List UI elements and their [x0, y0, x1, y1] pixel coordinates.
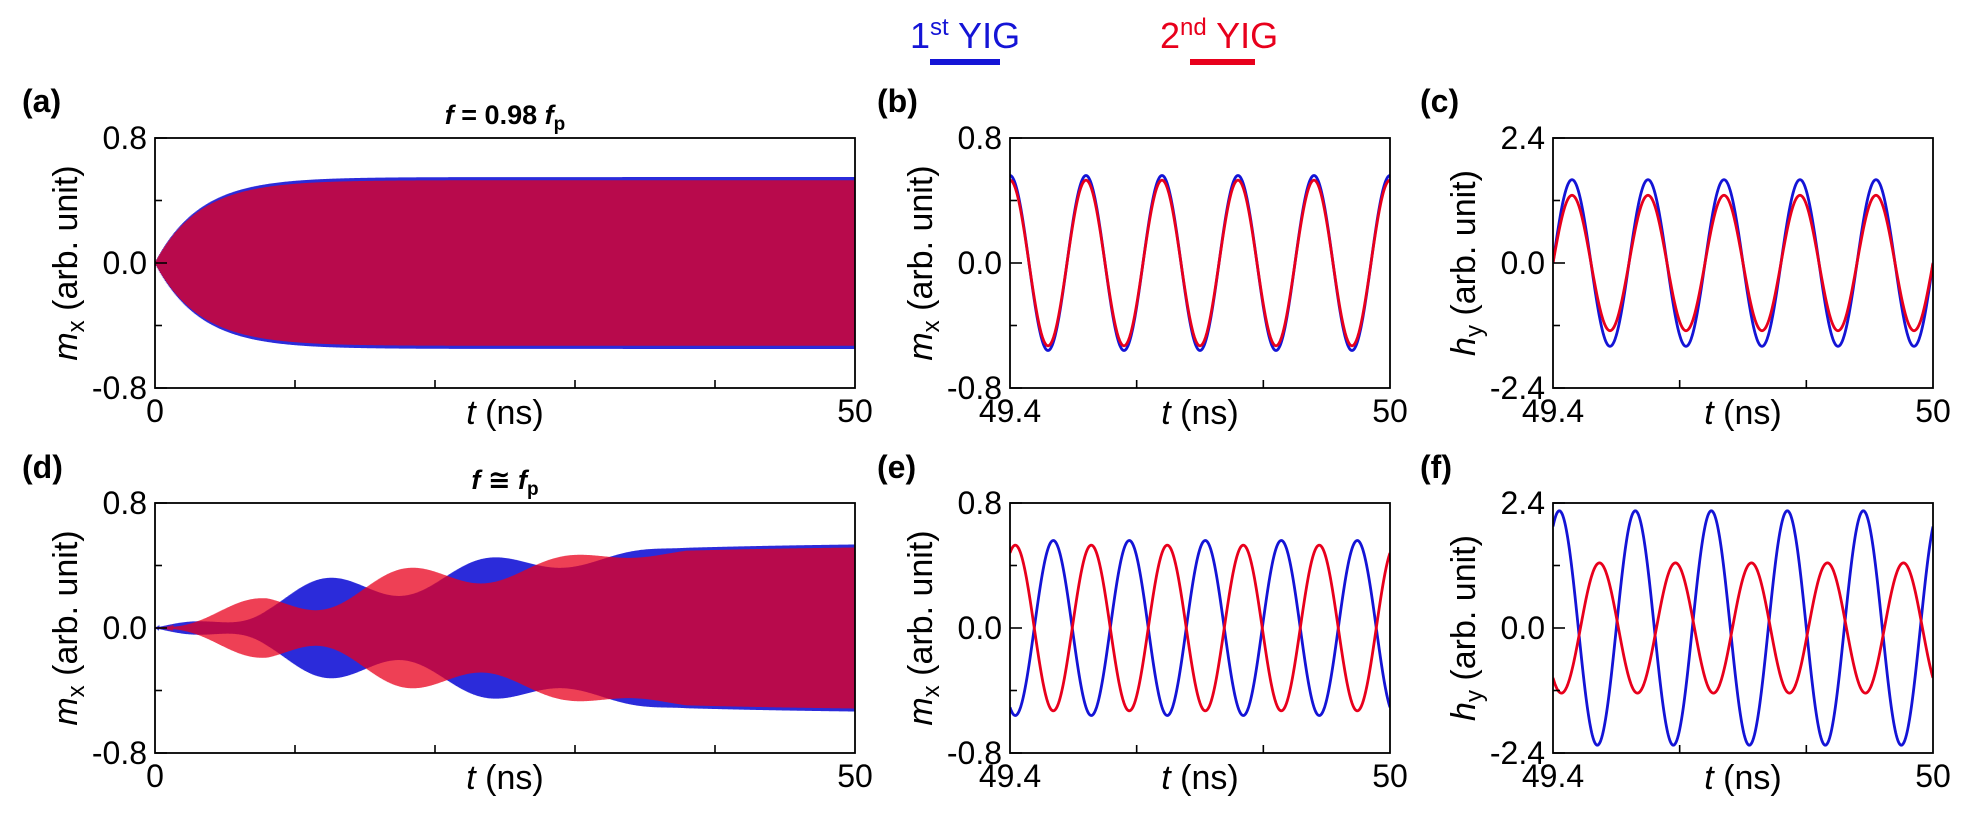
ytick-label-b: 0.0 [958, 245, 1002, 281]
xtick-label-a: 0 [146, 393, 164, 429]
panel-label-a: (a) [22, 83, 61, 119]
xtick-label-f: 50 [1915, 758, 1951, 794]
ytick-label-b: 0.8 [958, 120, 1002, 156]
panel-title-a: f = 0.98 fp [445, 100, 565, 135]
panel-d: 0.8 0.0 -0.80 50 t (ns) mx (arb. unit) (d) f ≅ … [22, 449, 873, 797]
xtick-label-b: 49.4 [979, 393, 1041, 429]
xtick-label-b: 50 [1372, 393, 1408, 429]
ytick-label-c: -2.4 [1490, 370, 1545, 406]
panel-label-e: (e) [877, 449, 916, 485]
xlabel-c: t (ns) [1704, 394, 1781, 432]
legend-yig2: 2nd YIG [1160, 14, 1278, 65]
panel-label-f: (f) [1420, 449, 1452, 485]
series-e-yig1 [1010, 539, 1390, 717]
series-a-yig2 [155, 180, 855, 346]
ytick-label-c: 0.0 [1501, 245, 1545, 281]
series-c-yig2 [1553, 193, 1933, 333]
ylabel-c: hy (arb. unit) [1445, 170, 1488, 356]
xtick-label-c: 50 [1915, 393, 1951, 429]
plot-area-f [1553, 509, 1933, 747]
ylabel-d: mx (arb. unit) [47, 530, 90, 725]
series-f-yig1 [1553, 509, 1933, 747]
legend-yig1-label: 1st YIG [910, 14, 1020, 56]
series-b-yig2 [1010, 178, 1390, 348]
series-f-yig2 [1553, 561, 1933, 695]
ytick-label-a: 0.8 [103, 120, 147, 156]
ytick-label-d: -0.8 [92, 735, 147, 771]
panel-b: 0.8 0.0 -0.849.4 50 t (ns) mx (arb. unit) (b) [877, 83, 1408, 432]
panel-f: 2.4 0.0 -2.449.4 50 t (ns) hy (arb. unit) (f) [1420, 449, 1951, 797]
ylabel-f: hy (arb. unit) [1445, 535, 1488, 721]
xtick-label-e: 49.4 [979, 758, 1041, 794]
xlabel-f: t (ns) [1704, 759, 1781, 797]
plot-area-c [1553, 178, 1933, 348]
ytick-label-b: -0.8 [947, 370, 1002, 406]
ytick-label-f: 2.4 [1501, 485, 1545, 521]
xtick-label-c: 49.4 [1522, 393, 1584, 429]
xlabel-a: t (ns) [466, 394, 543, 432]
ylabel-e: mx (arb. unit) [902, 530, 945, 725]
axes-frame-f [1552, 502, 1934, 754]
panel-c: 2.4 0.0 -2.449.4 50 t (ns) hy (arb. unit) (c) [1420, 83, 1951, 432]
xlabel-e: t (ns) [1161, 759, 1238, 797]
panel-label-d: (d) [22, 449, 63, 485]
xlabel-b: t (ns) [1161, 394, 1238, 432]
legend-yig1: 1st YIG [910, 14, 1020, 65]
xtick-label-e: 50 [1372, 758, 1408, 794]
ytick-label-d: 0.0 [103, 610, 147, 646]
series-d-yig2 [155, 547, 855, 709]
xtick-label-d: 50 [837, 758, 873, 794]
panel-a: 0.8 0.0 -0.80 50 t (ns) mx (arb. unit) (a) f = … [22, 83, 873, 432]
ylabel-b: mx (arb. unit) [902, 165, 945, 360]
ytick-label-f: 0.0 [1501, 610, 1545, 646]
xtick-label-d: 0 [146, 758, 164, 794]
plot-area-e [1010, 539, 1390, 717]
ytick-label-a: -0.8 [92, 370, 147, 406]
panel-label-b: (b) [877, 83, 918, 119]
xtick-label-a: 50 [837, 393, 873, 429]
axes-frame-e [1009, 502, 1391, 754]
series-e-yig2 [1010, 543, 1390, 713]
ytick-label-a: 0.0 [103, 245, 147, 281]
panel-title-d: f ≅ fp [471, 465, 538, 500]
plot-area-a [155, 177, 855, 349]
plot-area-b [1010, 174, 1390, 352]
ytick-label-e: 0.0 [958, 610, 1002, 646]
plot-area-d [155, 544, 855, 712]
ytick-label-d: 0.8 [103, 485, 147, 521]
ytick-label-f: -2.4 [1490, 735, 1545, 771]
panel-label-c: (c) [1420, 83, 1459, 119]
ytick-label-e: 0.8 [958, 485, 1002, 521]
ylabel-a: mx (arb. unit) [47, 165, 90, 360]
panel-e: 0.8 0.0 -0.849.4 50 t (ns) mx (arb. unit) (e) [877, 449, 1408, 797]
ytick-label-e: -0.8 [947, 735, 1002, 771]
ytick-label-c: 2.4 [1501, 120, 1545, 156]
xtick-label-f: 49.4 [1522, 758, 1584, 794]
xlabel-d: t (ns) [466, 759, 543, 797]
legend-yig2-label: 2nd YIG [1160, 14, 1278, 56]
